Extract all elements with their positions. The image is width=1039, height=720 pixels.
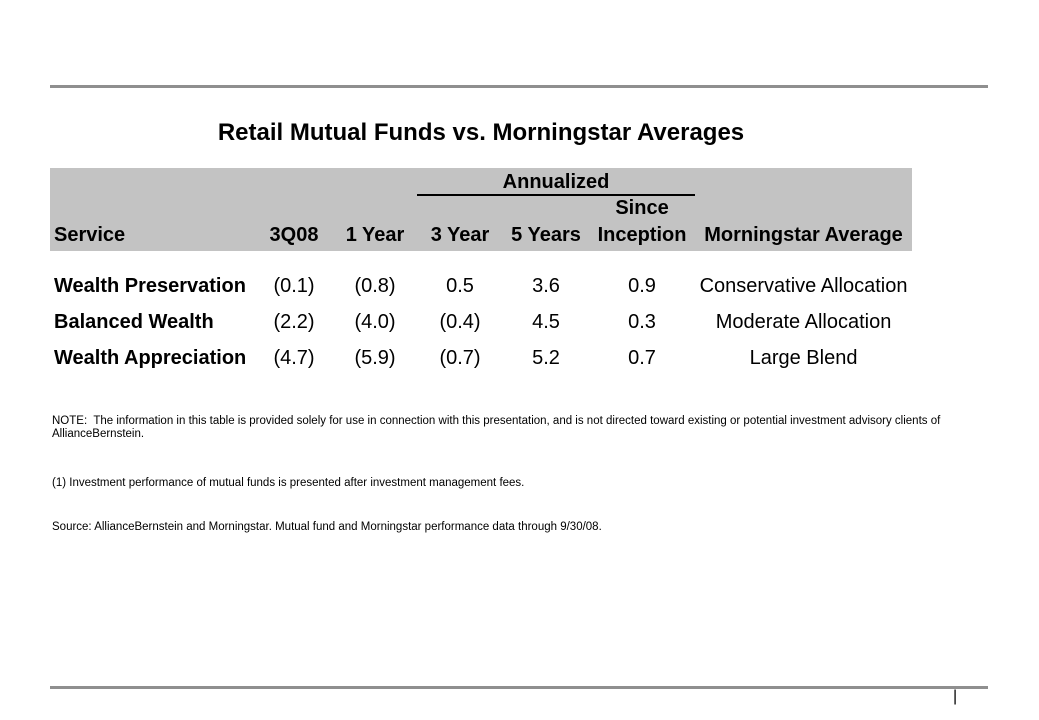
column-header-row: Service 3Q08 1 Year 3 Year 5 Years Incep… bbox=[50, 220, 913, 251]
annualized-span-row: Annualized bbox=[50, 168, 913, 196]
service-name: Balanced Wealth bbox=[54, 310, 214, 333]
page-number-marker: | bbox=[953, 688, 958, 705]
value-3-year: 0.5 bbox=[446, 274, 474, 297]
value-5-years: 5.2 bbox=[532, 346, 560, 369]
since-row: Since bbox=[50, 195, 913, 220]
bottom-divider-rule bbox=[50, 686, 988, 689]
header-body-gap bbox=[50, 251, 913, 268]
value-3q08: (0.1) bbox=[273, 274, 315, 297]
column-header-1-year: 1 Year bbox=[333, 220, 417, 251]
column-header-since-line1: Since bbox=[589, 195, 696, 220]
page-title: Retail Mutual Funds vs. Morningstar Aver… bbox=[217, 119, 745, 146]
footnote-source: Source: AllianceBernstein and Morningsta… bbox=[52, 521, 602, 533]
value-since-inception: 0.9 bbox=[628, 274, 656, 297]
service-name: Wealth Preservation bbox=[54, 274, 246, 297]
morningstar-average-value: Large Blend bbox=[749, 346, 858, 369]
value-3-year: (0.7) bbox=[439, 346, 481, 369]
value-1-year: (0.8) bbox=[354, 274, 396, 297]
value-3q08: (2.2) bbox=[273, 310, 315, 333]
value-since-inception: 0.7 bbox=[628, 346, 656, 369]
table-row-wealth-preservation: Wealth Preservation (0.1) (0.8) 0.5 3.6 … bbox=[50, 268, 912, 304]
value-since-inception: 0.3 bbox=[628, 310, 656, 333]
value-5-years: 4.5 bbox=[532, 310, 560, 333]
morningstar-average-value: Moderate Allocation bbox=[715, 310, 892, 333]
morningstar-average-value: Conservative Allocation bbox=[699, 274, 908, 297]
table-row-balanced-wealth: Balanced Wealth (2.2) (4.0) (0.4) 4.5 0.… bbox=[50, 304, 912, 340]
column-header-3q08: 3Q08 bbox=[255, 220, 333, 251]
since-spacer-left bbox=[50, 195, 589, 220]
value-5-years: 3.6 bbox=[532, 274, 560, 297]
service-name: Wealth Appreciation bbox=[54, 346, 247, 369]
column-header-5-years: 5 Years bbox=[503, 220, 589, 251]
column-header-service: Service bbox=[50, 220, 255, 251]
annualized-group-header: Annualized bbox=[417, 168, 696, 196]
since-spacer-right bbox=[695, 195, 913, 220]
top-divider-rule bbox=[50, 85, 988, 88]
value-1-year: (4.0) bbox=[354, 310, 396, 333]
footnote-disclaimer: NOTE: The information in this table is p… bbox=[52, 415, 943, 440]
column-header-morningstar-average: Morningstar Average bbox=[695, 220, 913, 251]
table-row-wealth-appreciation: Wealth Appreciation (4.7) (5.9) (0.7) 5.… bbox=[50, 340, 912, 376]
performance-table: Annualized Since Service 3Q08 1 Year 3 Y… bbox=[50, 168, 913, 376]
value-1-year: (5.9) bbox=[354, 346, 396, 369]
header-spacer-right bbox=[695, 168, 913, 195]
value-3q08: (4.7) bbox=[273, 346, 315, 369]
table-header: Annualized Since Service 3Q08 1 Year 3 Y… bbox=[50, 168, 913, 251]
header-spacer-left bbox=[50, 168, 417, 195]
footnote-fees: (1) Investment performance of mutual fun… bbox=[52, 477, 525, 489]
value-3-year: (0.4) bbox=[439, 310, 481, 333]
column-header-3-year: 3 Year bbox=[417, 220, 503, 251]
footnotes: NOTE: The information in this table is p… bbox=[52, 389, 1002, 547]
column-header-since-line2: Inception bbox=[589, 220, 696, 251]
